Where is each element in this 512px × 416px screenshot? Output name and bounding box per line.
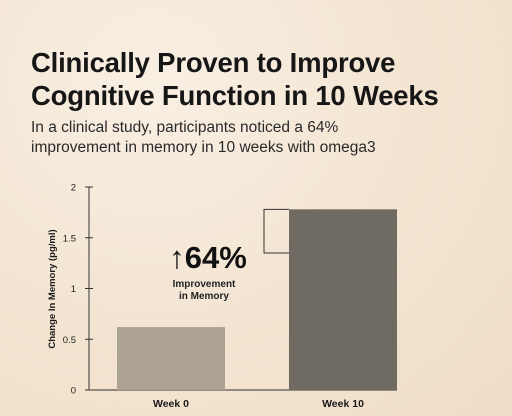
callout-value: ↑64% — [169, 240, 247, 275]
callout-percent: 64% — [185, 240, 247, 275]
y-tick-label: 1.5 — [63, 233, 76, 244]
bar-week-10 — [289, 209, 397, 390]
y-tick-label: 1 — [71, 284, 76, 295]
subtitle-line-1: In a clinical study, participants notice… — [31, 119, 339, 136]
y-axis-label: Change In Memory (pg/ml) — [47, 229, 58, 348]
callout-label-line-1: Improvement — [173, 279, 236, 290]
page-subtitle: In a clinical study, participants notice… — [31, 118, 511, 158]
chart-bars — [117, 209, 397, 390]
x-category-label: Week 0 — [153, 398, 189, 410]
page-title: Clinically Proven to Improve Cognitive F… — [31, 46, 511, 112]
x-category-label: Week 10 — [322, 398, 364, 410]
title-line-2: Cognitive Function in 10 Weeks — [31, 80, 439, 111]
callout-label-line-2: in Memory — [179, 291, 229, 302]
up-arrow-icon: ↑ — [169, 240, 185, 275]
title-line-1: Clinically Proven to Improve — [31, 47, 396, 78]
y-tick-label: 0.5 — [63, 335, 76, 346]
y-tick-label: 0 — [71, 386, 76, 397]
y-tick-label: 2 — [71, 183, 76, 194]
subtitle-line-2: improvement in memory in 10 weeks with o… — [31, 139, 376, 156]
improvement-callout: ↑64% Improvement in Memory — [169, 208, 289, 302]
x-axis-category-labels: Week 0 Week 10 — [153, 398, 364, 410]
bar-week-0 — [117, 327, 225, 390]
y-axis-ticks: 0 0.5 1 1.5 2 — [63, 183, 93, 397]
improvement-bracket — [263, 208, 289, 254]
